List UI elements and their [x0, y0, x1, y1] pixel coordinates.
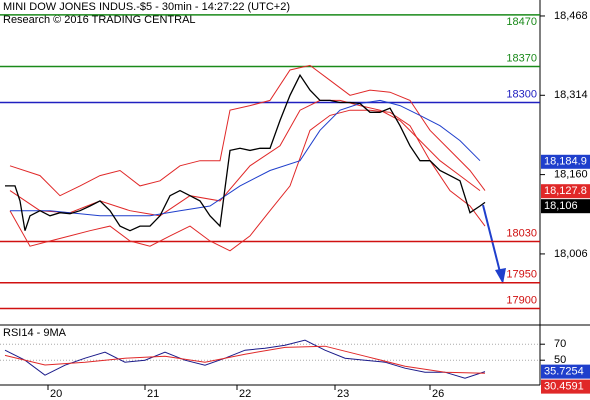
level-label: 18030	[506, 227, 537, 239]
level-label: 18370	[506, 52, 537, 64]
price-marker-label: 18,106	[544, 200, 578, 212]
price-marker-label: 35.7254	[544, 366, 584, 378]
price-marker	[541, 184, 590, 199]
y-tick-label: 70	[554, 338, 566, 350]
price-marker	[541, 364, 590, 379]
panel-title: RSI14 - 9MA	[3, 327, 67, 339]
y-tick-label: 18,006	[554, 248, 588, 260]
x-tick-label: 22	[239, 388, 251, 400]
series-line	[9, 109, 486, 252]
price-marker	[541, 154, 590, 169]
series-line	[9, 64, 486, 197]
x-tick-label: 20	[50, 388, 62, 400]
chart-subtitle: Research © 2016 TRADING CENTRAL	[3, 14, 196, 26]
x-tick-label: 23	[337, 388, 349, 400]
forecast-arrow	[482, 204, 501, 273]
series-line	[4, 339, 486, 379]
level-label: 18300	[506, 88, 537, 100]
y-tick-label: 18,314	[554, 89, 588, 101]
x-tick-label: 21	[147, 388, 159, 400]
chart-title: MINI DOW JONES INDUS.-$5 - 30min - 14:27…	[3, 1, 290, 13]
level-label: 17900	[506, 294, 537, 306]
y-tick-label: 18,468	[554, 10, 588, 22]
series-line	[9, 99, 481, 217]
series-line	[4, 345, 486, 374]
y-tick-label: 50	[554, 354, 566, 366]
level-label: 18470	[506, 16, 537, 28]
price-marker-label: 18,127.8	[544, 185, 587, 197]
series-line	[5, 73, 486, 232]
price-marker	[541, 199, 590, 214]
price-marker-label: 30.4591	[544, 381, 584, 393]
x-tick-label: 26	[432, 388, 444, 400]
price-marker-label: 18,184.9	[544, 156, 587, 168]
series-line	[10, 99, 481, 217]
y-tick-label: 18,160	[554, 169, 588, 181]
level-label: 17950	[506, 269, 537, 281]
price-marker	[541, 379, 590, 394]
arrow-head	[495, 268, 506, 284]
